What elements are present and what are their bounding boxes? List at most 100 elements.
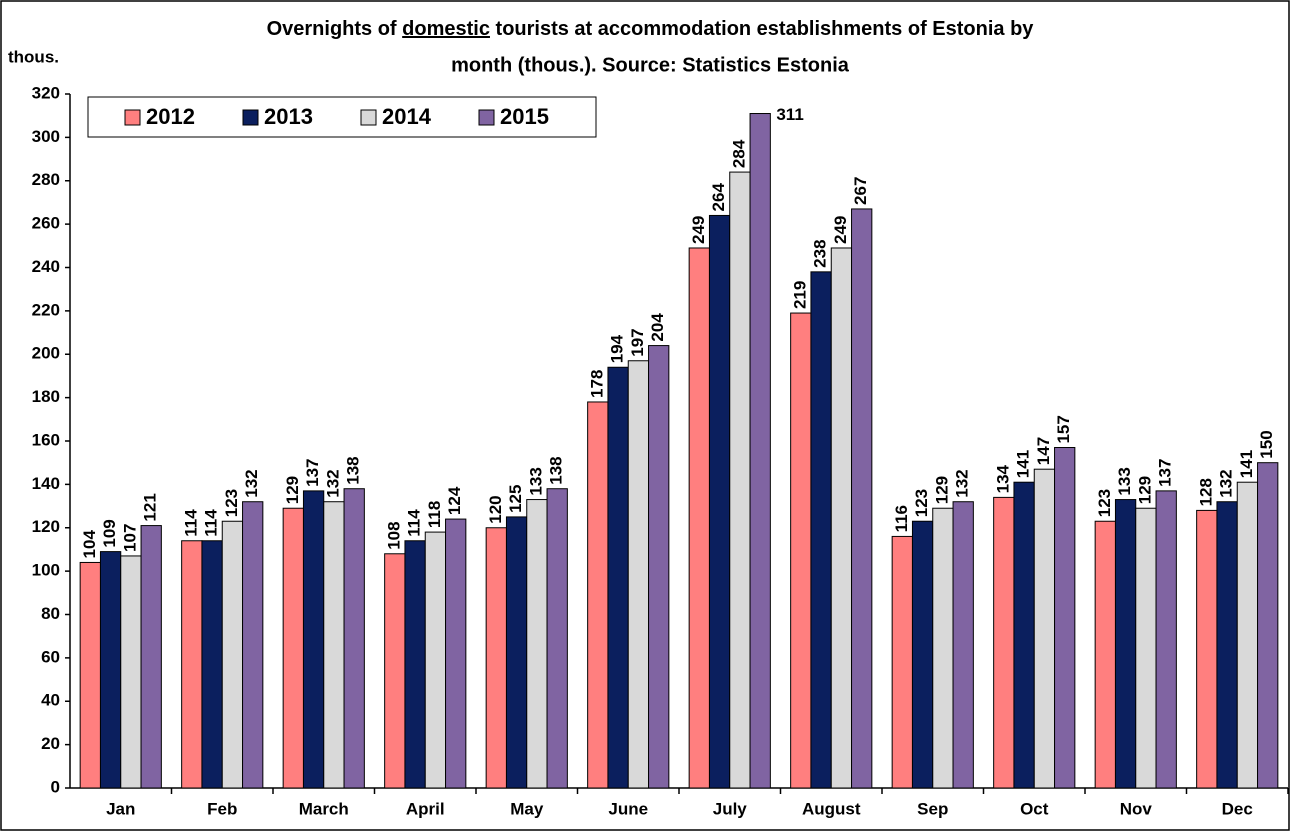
data-label: 114 bbox=[405, 509, 424, 537]
data-label: 141 bbox=[1237, 450, 1256, 478]
bar bbox=[242, 501, 264, 789]
data-label: 219 bbox=[790, 281, 809, 309]
bar bbox=[323, 501, 345, 789]
data-label: 134 bbox=[993, 464, 1012, 493]
legend-swatch bbox=[478, 109, 495, 126]
data-label: 150 bbox=[1257, 430, 1276, 458]
y-tick-label: 240 bbox=[32, 257, 60, 276]
bar bbox=[1114, 499, 1137, 789]
x-tick-label: Sep bbox=[917, 799, 948, 818]
bar bbox=[1196, 509, 1218, 789]
bar bbox=[830, 247, 853, 789]
data-label: 132 bbox=[242, 469, 261, 497]
bar bbox=[993, 496, 1015, 789]
bar bbox=[627, 360, 650, 789]
bar bbox=[404, 540, 426, 789]
data-label: 197 bbox=[628, 328, 647, 356]
bar bbox=[1155, 490, 1177, 789]
bar bbox=[1257, 462, 1279, 789]
data-label: 204 bbox=[648, 313, 667, 342]
y-axis-label: thous. bbox=[8, 47, 59, 66]
y-tick-label: 220 bbox=[32, 300, 60, 319]
data-label: 284 bbox=[729, 139, 748, 168]
bar bbox=[302, 490, 325, 789]
y-tick-label: 200 bbox=[32, 344, 60, 363]
bar bbox=[1054, 447, 1076, 789]
data-label: 132 bbox=[953, 469, 972, 497]
data-label: 132 bbox=[323, 469, 342, 497]
x-tick-label: Feb bbox=[207, 799, 237, 818]
y-tick-label: 260 bbox=[32, 214, 60, 233]
data-label: 138 bbox=[547, 456, 566, 484]
bar bbox=[445, 518, 467, 789]
bar bbox=[851, 208, 873, 789]
bar bbox=[526, 499, 548, 789]
legend-label: 2015 bbox=[500, 104, 549, 129]
bar bbox=[546, 488, 568, 789]
chart-title: Overnights of domestic tourists at accom… bbox=[267, 18, 1035, 40]
data-label: 107 bbox=[120, 524, 139, 552]
y-tick-label: 180 bbox=[32, 387, 60, 406]
title-part: Overnights of bbox=[267, 18, 397, 40]
legend-swatch bbox=[124, 109, 141, 126]
bar bbox=[1033, 468, 1056, 789]
data-label: 104 bbox=[80, 530, 99, 559]
legend-label: 2012 bbox=[146, 104, 195, 129]
y-tick-label: 160 bbox=[32, 430, 60, 449]
data-label: 124 bbox=[445, 486, 464, 515]
bar bbox=[485, 527, 507, 789]
data-label: 264 bbox=[709, 183, 728, 212]
bar bbox=[790, 312, 812, 789]
data-label: 249 bbox=[689, 216, 708, 244]
title-part: domestic bbox=[402, 18, 490, 40]
data-label: 133 bbox=[526, 467, 545, 495]
bar bbox=[384, 553, 406, 789]
data-label: 157 bbox=[1054, 415, 1073, 443]
bar bbox=[1135, 507, 1157, 789]
bar bbox=[1236, 481, 1259, 789]
data-label: 137 bbox=[303, 459, 322, 487]
legend-swatch bbox=[360, 109, 377, 126]
legend-swatch bbox=[242, 109, 259, 126]
x-tick-label: Nov bbox=[1120, 799, 1153, 818]
x-tick-label: June bbox=[608, 799, 648, 818]
y-tick-label: 280 bbox=[32, 170, 60, 189]
x-tick-label: May bbox=[510, 799, 544, 818]
legend-box bbox=[87, 96, 597, 138]
y-tick-label: 40 bbox=[41, 691, 60, 710]
bar bbox=[140, 525, 162, 789]
bar bbox=[424, 531, 447, 789]
bar bbox=[688, 247, 710, 789]
y-tick-label: 0 bbox=[51, 777, 60, 796]
y-tick-label: 100 bbox=[32, 561, 60, 580]
data-label: 129 bbox=[932, 476, 951, 504]
x-tick-label: Dec bbox=[1222, 799, 1253, 818]
bar bbox=[952, 501, 974, 789]
data-label: 121 bbox=[141, 493, 160, 521]
data-label: 238 bbox=[811, 239, 830, 267]
x-tick-label: March bbox=[299, 799, 349, 818]
bar bbox=[79, 561, 101, 789]
bar bbox=[221, 520, 244, 789]
data-label: 129 bbox=[283, 476, 302, 504]
data-label: 249 bbox=[831, 216, 850, 244]
data-label: 133 bbox=[1115, 467, 1134, 495]
legend-label: 2013 bbox=[264, 104, 313, 129]
data-label: 114 bbox=[202, 509, 221, 537]
bar bbox=[99, 551, 122, 789]
x-tick-label: April bbox=[406, 799, 445, 818]
data-label: 125 bbox=[506, 485, 525, 513]
data-label: 114 bbox=[181, 509, 200, 537]
bar bbox=[181, 540, 203, 789]
x-tick-label: Jan bbox=[106, 799, 135, 818]
data-label: 141 bbox=[1014, 450, 1033, 478]
bar bbox=[749, 113, 771, 789]
data-label: 108 bbox=[384, 521, 403, 549]
bar bbox=[282, 507, 304, 789]
data-label: 138 bbox=[344, 456, 363, 484]
chart-title: month (thous.). Source: Statistics Eston… bbox=[451, 54, 850, 76]
y-tick-label: 80 bbox=[41, 604, 60, 623]
data-label: 128 bbox=[1196, 478, 1215, 506]
